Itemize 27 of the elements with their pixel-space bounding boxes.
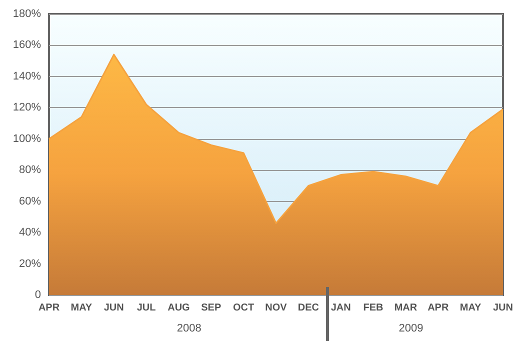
y-tick-label: 60%: [18, 195, 42, 208]
x-tick-label: NOV: [265, 302, 288, 314]
text: 2008: [176, 322, 202, 334]
x-tick-label: APR: [38, 302, 60, 314]
x-tick-label: JUN: [104, 302, 124, 314]
x-tick-label: MAY: [460, 302, 482, 314]
x-tick-label: MAR: [394, 302, 418, 314]
y-tick-label: 160%: [12, 39, 42, 52]
y-tick-label: 120%: [12, 102, 42, 114]
x-tick-label: JAN: [330, 302, 351, 314]
x-tick-label: JUL: [136, 302, 156, 314]
y-tick-label: 40%: [18, 226, 42, 239]
text: 2009: [398, 322, 424, 334]
x-tick-label: DEC: [298, 302, 319, 314]
y-tick-label: 140%: [12, 70, 42, 82]
x-tick-label: JUN: [492, 302, 514, 314]
x-tick-label: AUG: [168, 302, 190, 314]
x-tick-label: SEP: [201, 302, 222, 314]
x-tick-label: APR: [428, 302, 450, 314]
y-tick-label: 80%: [18, 164, 42, 176]
y-tick-label: 20%: [18, 258, 42, 270]
y-tick-label: 0: [34, 289, 41, 301]
x-tick-label: MAY: [70, 302, 92, 314]
x-tick-label: OCT: [233, 302, 254, 314]
y-tick-label: 180%: [12, 8, 42, 20]
y-tick-label: 100%: [12, 132, 42, 145]
x-tick-label: FEB: [363, 302, 384, 314]
